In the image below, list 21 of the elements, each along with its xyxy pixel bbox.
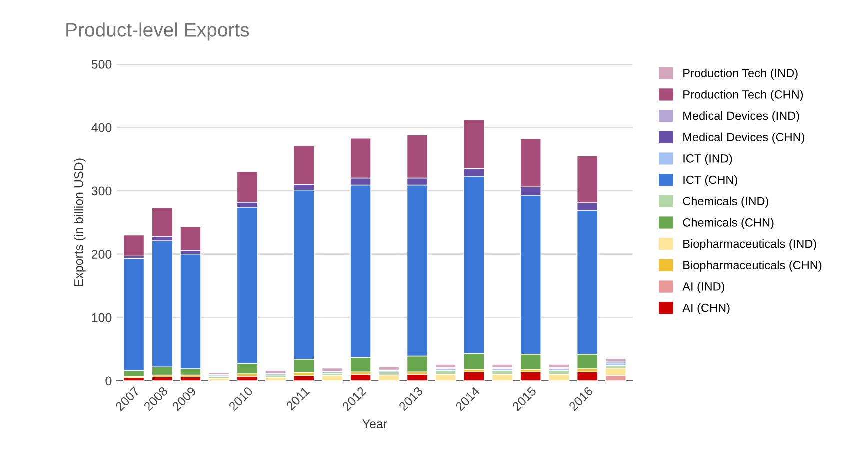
legend-label: AI (IND)	[682, 282, 725, 294]
legend-label: Chemicals (IND)	[683, 196, 768, 208]
chart-title: Product-level Exports	[66, 22, 250, 41]
legend-label: AI (CHN)	[682, 304, 730, 315]
legend-label: Biopharmaceuticals (IND)	[684, 240, 816, 251]
legend-label: Production Tech (IND)	[684, 68, 798, 80]
legend-label: ICT (IND)	[684, 154, 732, 166]
y-tick-label: 100	[92, 313, 112, 322]
y-tick-label: 0	[106, 376, 112, 386]
y-tick-label: 300	[92, 186, 112, 196]
legend-label: Chemicals (CHN)	[683, 218, 774, 230]
y-tick-label: 500	[92, 60, 112, 69]
y-axis-title: Exports (in billion USD)	[74, 158, 86, 286]
legend-label: ICT (CHN)	[684, 176, 738, 187]
legend-label: Biopharmaceuticals (CHN)	[684, 260, 822, 272]
legend-label: Medical Devices (CHN)	[684, 132, 805, 144]
legend-label: Production Tech (CHN)	[684, 90, 804, 102]
x-axis-title: Year	[362, 420, 388, 428]
legend-label: Medical Devices (IND)	[684, 111, 800, 122]
y-tick-label: 200	[92, 250, 112, 259]
y-tick-label: 400	[92, 123, 112, 132]
